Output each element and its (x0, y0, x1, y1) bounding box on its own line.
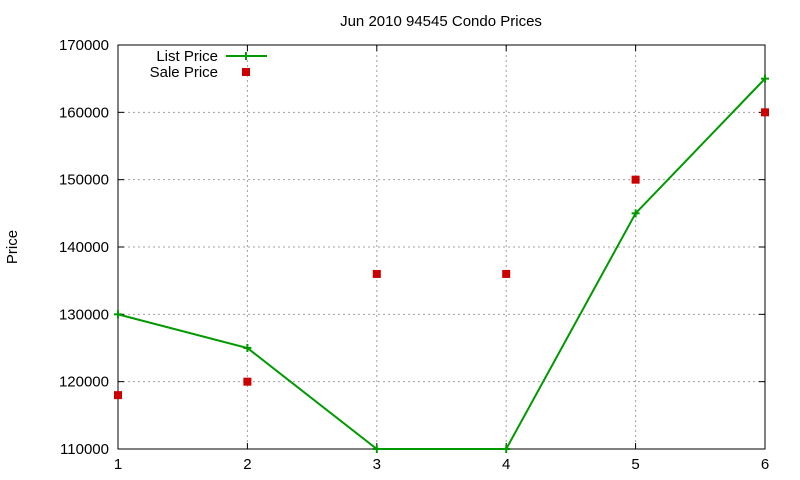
sale-price-point (372, 269, 381, 278)
sale-price-point (502, 269, 511, 278)
list-price-point (243, 344, 252, 352)
sale-price-point (761, 108, 769, 117)
y-axis-label: Price (4, 230, 21, 264)
y-tick-label: 130000 (59, 306, 109, 323)
list-price-point (502, 445, 511, 453)
sale-price-point (114, 391, 122, 400)
sale-price-point (242, 68, 250, 76)
x-tick-label: 1 (114, 456, 122, 473)
x-tick-label: 5 (631, 456, 639, 473)
list-price-point (114, 310, 122, 319)
y-tick-label: 160000 (59, 104, 109, 121)
y-tick-label: 170000 (59, 37, 109, 54)
legend-label: List Price (156, 48, 218, 65)
x-tick-label: 3 (373, 456, 381, 473)
axis-ticks: 1 2 3 4 5 6 110000 120000 130000 140000 150000 1600… (59, 37, 769, 473)
y-tick-label: 140000 (59, 239, 109, 256)
list-price-point (631, 209, 640, 218)
x-tick-label: 2 (243, 456, 251, 473)
series-list-price (114, 74, 769, 453)
list-price-point (761, 74, 769, 83)
series-sale-price (114, 108, 769, 400)
grid-lines (118, 45, 765, 449)
list-price-point (372, 445, 381, 453)
series-layer (114, 74, 769, 453)
y-tick-label: 110000 (60, 441, 109, 458)
y-tick-label: 120000 (59, 374, 109, 391)
sale-price-point (631, 175, 640, 184)
x-tick-label: 4 (502, 456, 510, 473)
y-tick-label: 150000 (59, 172, 109, 189)
sale-price-point (243, 377, 252, 386)
legend-label: Sale Price (150, 64, 218, 81)
list-price-line (117, 77, 766, 450)
chart-title: Jun 2010 94545 Condo Prices (340, 13, 542, 30)
plot-border (117, 44, 766, 450)
list-price-point (242, 52, 250, 60)
x-tick-label: 6 (761, 456, 769, 473)
